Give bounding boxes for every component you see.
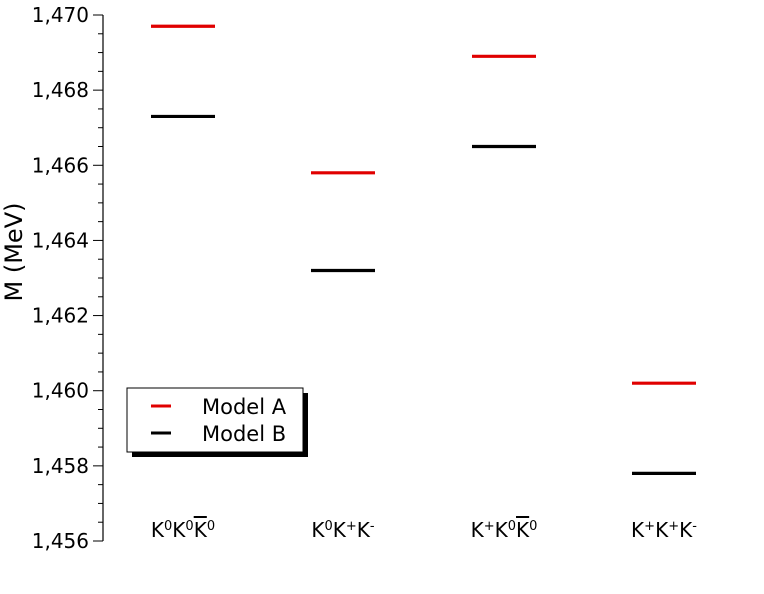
y-tick-label: 1,468	[32, 78, 89, 102]
category-label-2: K+K0K0	[471, 518, 538, 542]
y-axis-title: M (MeV)	[0, 203, 28, 302]
category-label-1: K0K+K-	[311, 518, 375, 542]
y-tick-label: 1,460	[32, 379, 89, 403]
y-tick-label: 1,470	[32, 3, 89, 27]
series-marks	[151, 24, 696, 475]
y-tick-label: 1,458	[32, 454, 89, 478]
legend-label-model-b: Model B	[202, 422, 286, 446]
legend-box	[126, 387, 304, 453]
legend: Model A Model B	[126, 387, 308, 457]
category-label-0: K0K0K0	[151, 518, 215, 542]
y-tick-label: 1,456	[32, 529, 89, 553]
y-tick-label: 1,466	[32, 153, 89, 177]
y-tick-label: 1,464	[32, 228, 89, 252]
legend-label-model-a: Model A	[202, 395, 287, 419]
y-axis: 1,456 1,458 1,460 1,462 1,464 1,466 1,468 1,470	[32, 3, 104, 553]
category-label-3: K+K+K-	[631, 518, 697, 542]
y-tick-label: 1,462	[32, 304, 89, 328]
category-labels: K0K0K0 K0K+K- K+K0K0 K+K+K-	[151, 518, 697, 542]
